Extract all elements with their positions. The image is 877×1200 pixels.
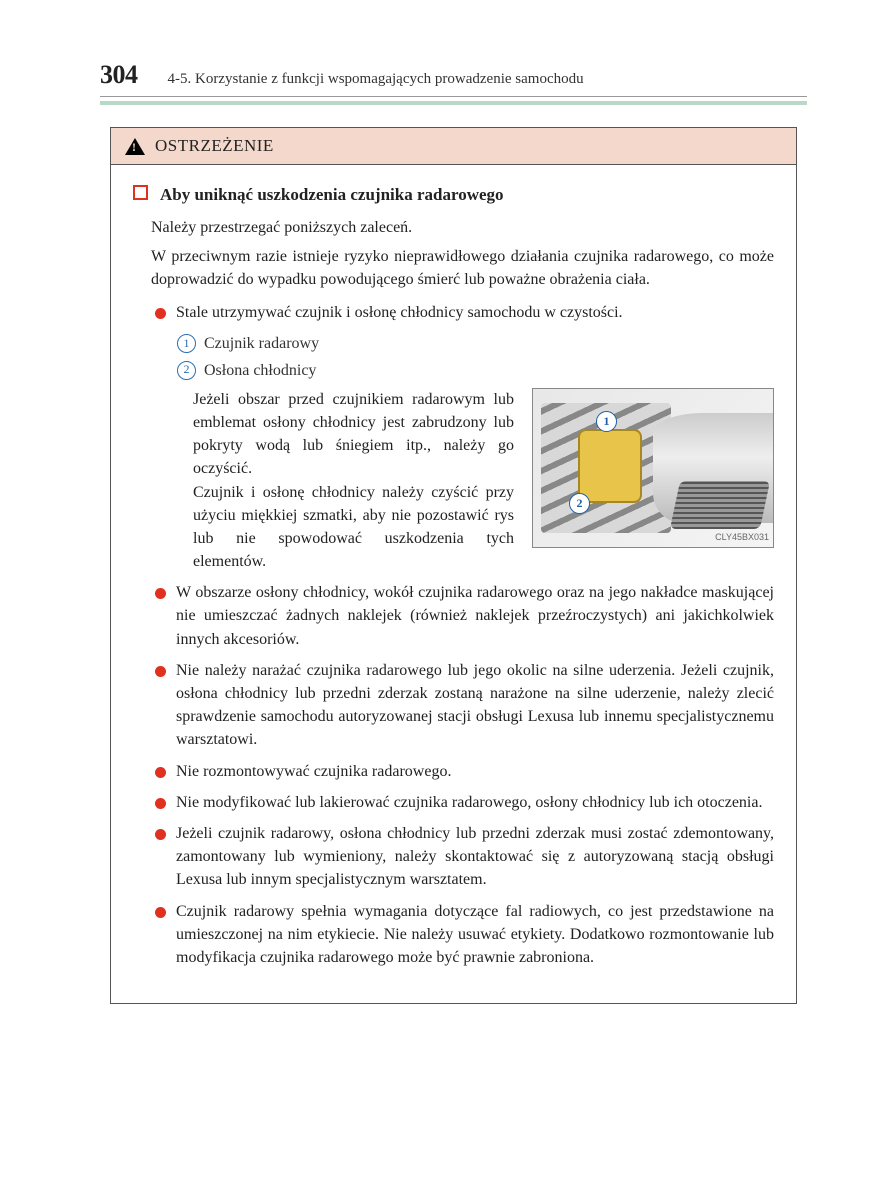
red-bullet-icon [155, 907, 166, 918]
topic-heading-row: Aby uniknąć uszkodzenia czujnika radarow… [133, 183, 774, 208]
red-bullet-icon [155, 829, 166, 840]
bullet-text: W obszarze osłony chłodnicy, wokół czujn… [176, 581, 774, 651]
document-page: 304 4-5. Korzystanie z funkcji wspomagaj… [0, 0, 877, 1064]
warning-box: OSTRZEŻENIE Aby uniknąć uszkodzenia czuj… [110, 127, 797, 1004]
red-bullet-icon [155, 308, 166, 319]
bullet-text: Nie modyfikować lub lakierować czujnika … [176, 791, 774, 814]
figure-row: Jeżeli obszar przed czujnikiem radarowym… [193, 388, 774, 574]
topic-title: Aby uniknąć uszkodzenia czujnika radarow… [160, 185, 504, 204]
bullet-item: Nie rozmontowywać czujnika radarowego. [155, 760, 774, 783]
callout-number-icon: 1 [596, 411, 617, 432]
number-circle-icon: 1 [177, 334, 196, 353]
bullet-text: Nie rozmontowywać czujnika radarowego. [176, 760, 774, 783]
bullet-text: Stale utrzymywać czujnik i osłonę chłodn… [176, 301, 774, 324]
radar-sensor-illustration: 1 2 CLY45BX031 [532, 388, 774, 548]
intro-text-2: W przeciwnym razie istnieje ryzyko niepr… [151, 245, 774, 291]
red-bullet-icon [155, 588, 166, 599]
warning-label: OSTRZEŻENIE [155, 136, 274, 156]
warning-header: OSTRZEŻENIE [111, 128, 796, 165]
bullet-item: Stale utrzymywać czujnik i osłonę chłodn… [155, 301, 774, 324]
red-bullet-icon [155, 767, 166, 778]
bullet-text: Jeżeli czujnik radarowy, osłona chłodnic… [176, 822, 774, 892]
figure-text-column: Jeżeli obszar przed czujnikiem radarowym… [193, 388, 514, 574]
numbered-item: 1 Czujnik radarowy [177, 332, 774, 355]
warning-triangle-icon [125, 138, 145, 155]
callout-number-icon: 2 [569, 493, 590, 514]
sensor-graphic [578, 429, 642, 503]
page-header: 304 4-5. Korzystanie z funkcji wspomagaj… [100, 60, 807, 90]
car-grille-graphic [670, 481, 770, 529]
header-divider [100, 96, 807, 97]
warning-content: Aby uniknąć uszkodzenia czujnika radarow… [111, 165, 796, 1003]
section-title: 4-5. Korzystanie z funkcji wspomagającyc… [168, 71, 584, 88]
numbered-labels: 1 Czujnik radarowy 2 Osłona chłodnicy [177, 332, 774, 381]
red-bullet-icon [155, 798, 166, 809]
bullet-text: Czujnik radarowy spełnia wymagania dotyc… [176, 900, 774, 970]
bullet-item: Nie modyfikować lub lakierować czujnika … [155, 791, 774, 814]
numbered-label: Osłona chłodnicy [204, 359, 316, 382]
red-bullet-icon [155, 666, 166, 677]
number-circle-icon: 2 [177, 361, 196, 380]
figure-paragraph: Czujnik i osłonę chłodnicy należy czyści… [193, 481, 514, 574]
bullet-item: W obszarze osłony chłodnicy, wokół czujn… [155, 581, 774, 651]
bullet-item: Nie należy narażać czujnika radarowego l… [155, 659, 774, 752]
page-number: 304 [100, 60, 138, 90]
figure-paragraph: Jeżeli obszar przed czujnikiem radarowym… [193, 388, 514, 481]
red-square-icon [133, 185, 148, 200]
numbered-item: 2 Osłona chłodnicy [177, 359, 774, 382]
bullet-list: Stale utrzymywać czujnik i osłonę chłodn… [155, 301, 774, 969]
bullet-item: Czujnik radarowy spełnia wymagania dotyc… [155, 900, 774, 970]
bullet-text: Nie należy narażać czujnika radarowego l… [176, 659, 774, 752]
numbered-label: Czujnik radarowy [204, 332, 319, 355]
header-accent-strip [100, 101, 807, 105]
image-code: CLY45BX031 [715, 531, 769, 544]
intro-text-1: Należy przestrzegać poniższych zaleceń. [151, 216, 774, 239]
intro-block: Należy przestrzegać poniższych zaleceń. … [151, 216, 774, 292]
bullet-item: Jeżeli czujnik radarowy, osłona chłodnic… [155, 822, 774, 892]
